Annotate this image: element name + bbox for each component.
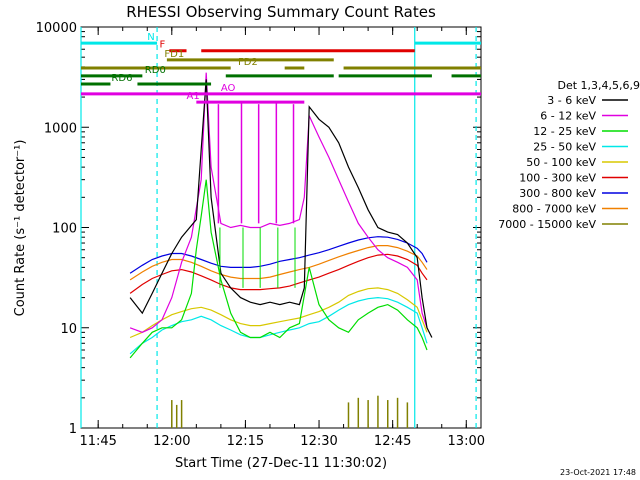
flag-label: RD0 (145, 65, 166, 76)
y-tick-label: 1000 (44, 121, 77, 136)
series-line (129, 236, 428, 274)
series-line (129, 253, 428, 294)
flag-label: FD1 (164, 49, 184, 60)
x-tick-label: 12:15 (227, 434, 264, 449)
series-line (129, 179, 428, 359)
x-tick-label: 12:00 (153, 434, 190, 449)
x-tick-label: 13:00 (448, 434, 485, 449)
timestamp: 23-Oct-2021 17:48 (560, 468, 636, 477)
x-tick-label: 11:45 (79, 434, 116, 449)
y-tick-label: 100 (52, 222, 77, 237)
legend-entry-label: 50 - 100 keV (526, 156, 596, 169)
legend-entry-label: 12 - 25 keV (533, 125, 596, 138)
series-line (129, 245, 428, 281)
y-tick-label: 10000 (36, 21, 77, 36)
legend: Det 1,3,4,5,6,9 3 - 6 keV 6 - 12 keV 12 - 2… (498, 79, 640, 231)
flag-label: FD2 (238, 57, 258, 68)
legend-entry-label: 6 - 12 keV (540, 110, 596, 123)
legend-entry-label: 100 - 300 keV (519, 172, 596, 185)
flag-label: N (147, 32, 154, 43)
legend-entry-label: 3 - 6 keV (547, 94, 596, 107)
y-axis-label: Count Rate (s⁻¹ detector⁻¹) (13, 140, 28, 317)
y-tick-label: 1 (69, 422, 77, 437)
series-line (129, 72, 428, 333)
flag-label: A1 (187, 91, 200, 102)
y-tick-label: 10 (60, 322, 77, 337)
flag-label: AO (221, 83, 236, 94)
flag-label: RD6 (111, 73, 132, 84)
x-tick-label: 12:45 (374, 434, 411, 449)
legend-entry-label: 7000 - 15000 keV (498, 218, 596, 231)
chart-title: RHESSI Observing Summary Count Rates (126, 3, 436, 21)
flag-label: F (160, 40, 166, 51)
series-line (129, 296, 428, 355)
series-line (129, 287, 428, 339)
x-axis-label: Start Time (27-Dec-11 11:30:02) (175, 456, 387, 471)
legend-entry-label: 300 - 800 keV (519, 187, 596, 200)
legend-title: Det 1,3,4,5,6,9 (557, 79, 640, 92)
series-line (129, 79, 433, 338)
x-tick-label: 12:30 (300, 434, 337, 449)
legend-entry-label: 25 - 50 keV (533, 141, 596, 154)
legend-entry-label: 800 - 7000 keV (512, 203, 596, 216)
plot-area: 1 10 100 1000 10000 11:45 12:00 12:15 12:30 12:45… (36, 21, 485, 449)
